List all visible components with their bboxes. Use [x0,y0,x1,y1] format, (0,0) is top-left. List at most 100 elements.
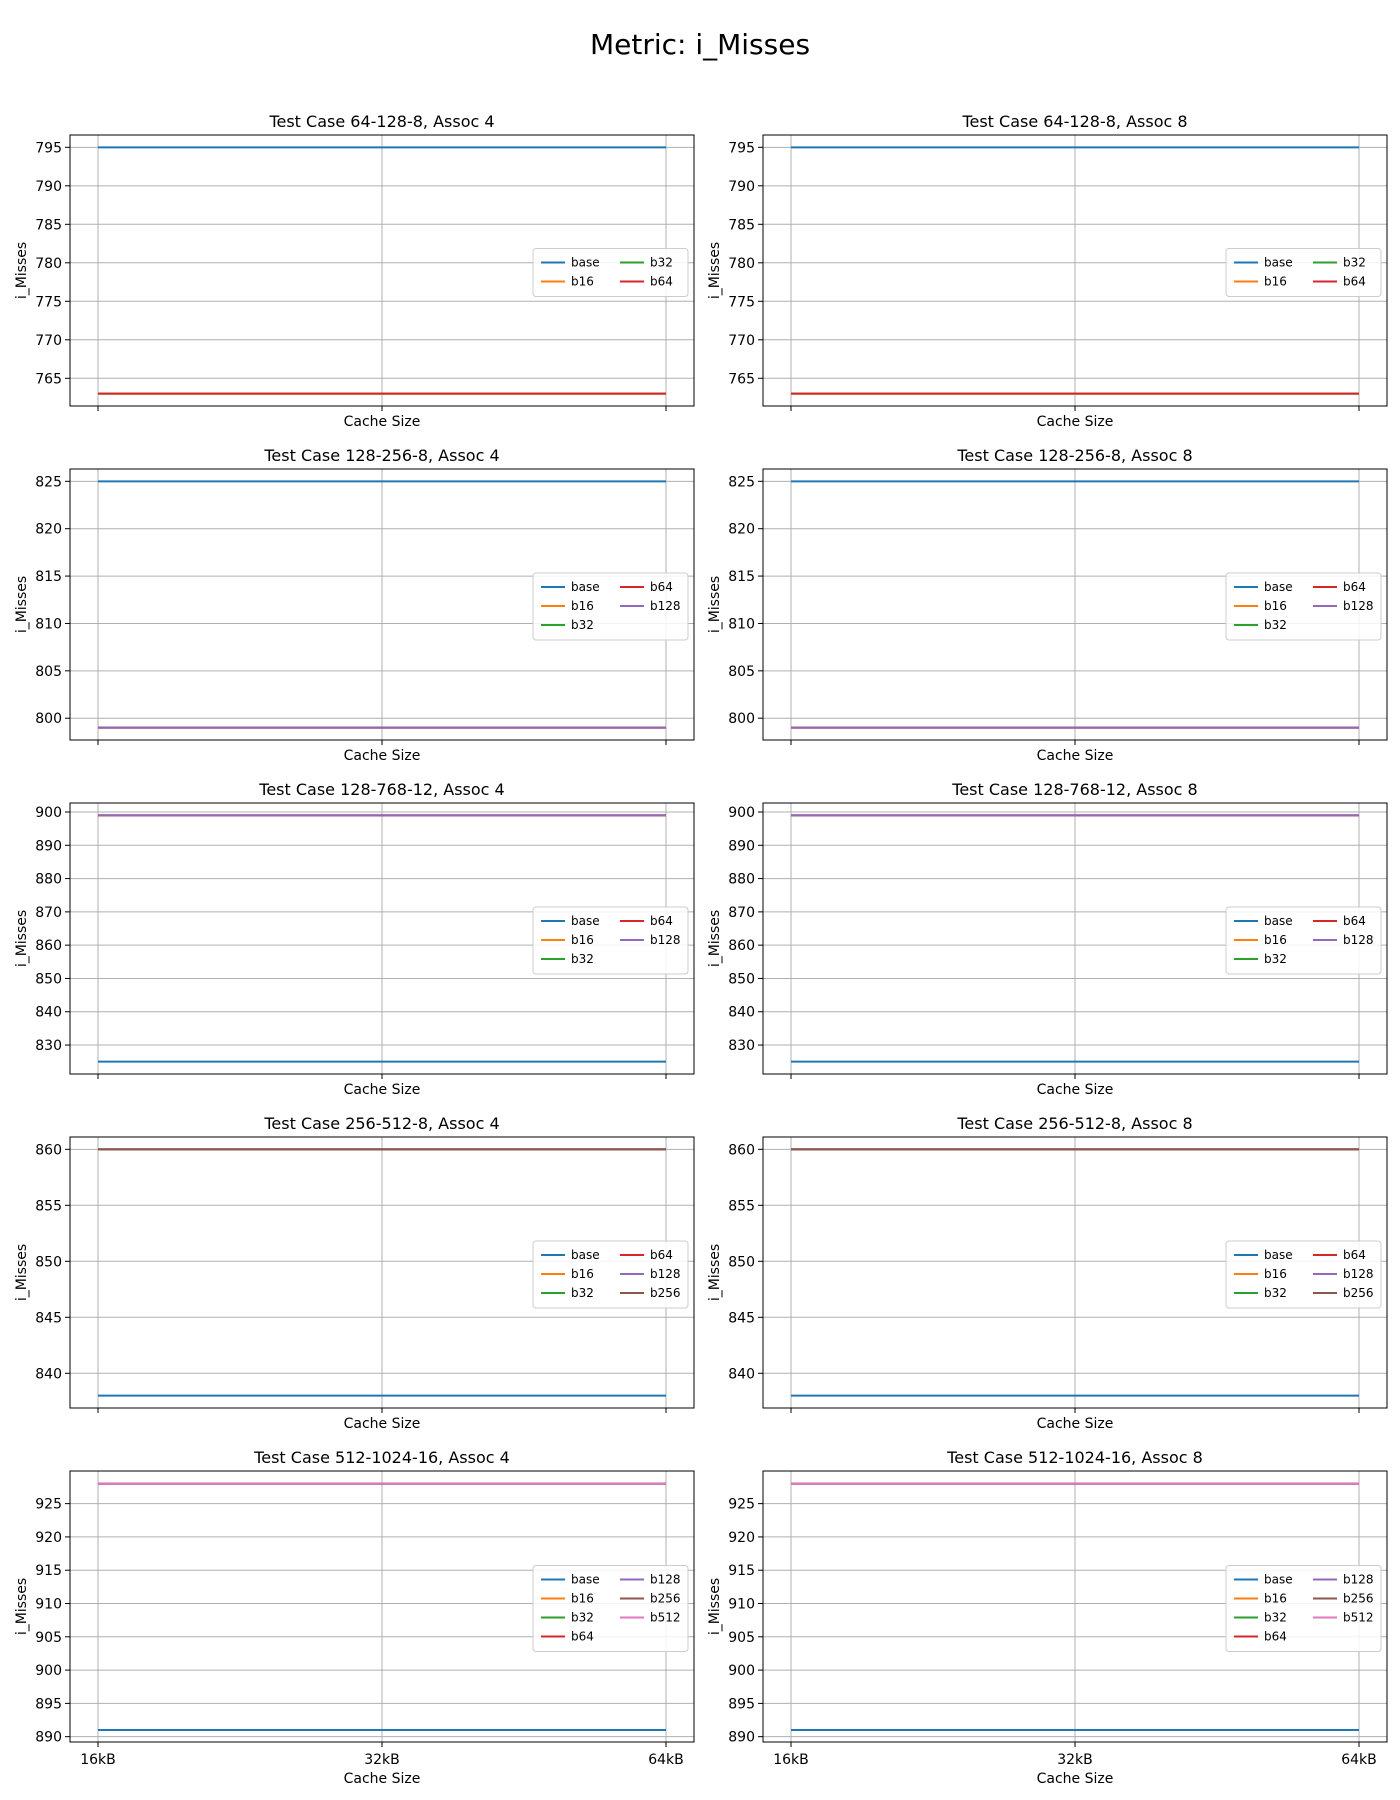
y-tick-label: 795 [728,140,755,156]
legend-label-b64: b64 [650,914,673,928]
subplot-8: 840 845 850 855 860 Test Case 256-512-8, Asso… [707,1114,1388,1432]
y-axis-label: i_Misses [707,242,723,299]
x-tick-label: 32kB [364,1752,400,1768]
y-tick-label: 830 [728,1038,755,1054]
y-tick-label: 810 [728,616,755,632]
legend: base b16 b32 b64 [1225,248,1382,297]
y-tick-label: 855 [35,1198,62,1214]
legend-label-b64: b64 [650,1248,673,1262]
y-tick-label: 790 [728,179,755,195]
y-tick-label: 890 [35,1730,62,1746]
y-tick-label: 915 [35,1563,62,1579]
y-axis-label: i_Misses [707,910,723,967]
legend-box [1225,572,1382,641]
legend-box [1225,906,1382,975]
y-tick-label: 770 [728,333,755,349]
subplot-9: 890 895 900 905 910 915 920 925 16kB 32kB 64kB Test… [14,1448,695,1787]
legend-label-b64: b64 [1343,580,1366,594]
legend-label-b32: b32 [1264,952,1287,966]
legend-label-b256: b256 [1343,1592,1374,1606]
y-tick-label: 920 [728,1530,755,1546]
legend-box [532,572,689,641]
y-tick-label: 845 [728,1310,755,1326]
x-axis-label: Cache Size [344,1416,421,1432]
y-tick-label: 890 [728,1730,755,1746]
legend-label-b16: b16 [571,1592,594,1606]
legend-label-base: base [1264,256,1293,270]
legend-label-b128: b128 [650,599,681,613]
legend-label-b512: b512 [1343,1611,1374,1625]
legend-label-b16: b16 [1264,933,1287,947]
y-tick-label: 850 [35,1254,62,1270]
y-tick-label: 845 [35,1310,62,1326]
legend-label-b256: b256 [1343,1286,1374,1300]
subplot-2: 765 770 775 780 785 790 795 Test Case 64-128-8,… [707,112,1388,430]
legend: base b16 b32 b64 b128 [1225,906,1382,975]
y-tick-label: 870 [728,905,755,921]
y-tick-label: 840 [35,1366,62,1382]
subplot-1: 765 770 775 780 785 790 795 Test Case 64-128-8,… [14,112,695,430]
y-tick-label: 850 [728,1254,755,1270]
legend-label-b32: b32 [1264,1611,1287,1625]
y-tick-label: 815 [35,569,62,585]
legend-label-b32: b32 [571,1611,594,1625]
y-tick-label: 775 [35,294,62,310]
legend-label-b512: b512 [650,1611,681,1625]
x-axis-label: Cache Size [344,748,421,764]
subplot-title: Test Case 64-128-8, Assoc 8 [961,112,1187,131]
subplot-7: 840 845 850 855 860 Test Case 256-512-8, Asso… [14,1114,695,1432]
y-axis-label: i_Misses [14,576,30,633]
y-tick-label: 880 [35,872,62,888]
y-tick-label: 785 [728,217,755,233]
y-tick-label: 890 [728,838,755,854]
subplot-5: 830 840 850 860 870 880 890 900 Test Case 128-76… [14,780,695,1098]
legend: base b16 b32 b64 b128 b256 [1225,1240,1382,1309]
legend-label-b256: b256 [650,1286,681,1300]
x-axis-label: Cache Size [344,1771,421,1787]
x-axis-label: Cache Size [344,1082,421,1098]
y-tick-label: 840 [35,1005,62,1021]
subplot-title: Test Case 128-768-12, Assoc 4 [258,780,504,799]
y-tick-label: 840 [728,1005,755,1021]
x-axis-label: Cache Size [1037,748,1114,764]
y-tick-label: 765 [728,371,755,387]
x-axis-label: Cache Size [1037,1771,1114,1787]
y-tick-label: 895 [728,1696,755,1712]
y-tick-label: 900 [35,1663,62,1679]
y-tick-label: 785 [35,217,62,233]
legend-box [1225,1240,1382,1309]
legend-label-b128: b128 [1343,933,1374,947]
subplot-10: 890 895 900 905 910 915 920 925 16kB 32kB 64kB Test… [707,1448,1388,1787]
legend-label-b16: b16 [1264,1267,1287,1281]
x-tick-label: 64kB [1341,1752,1377,1768]
y-tick-label: 920 [35,1530,62,1546]
legend: base b16 b32 b64 b128 [1225,572,1382,641]
y-axis-label: i_Misses [707,576,723,633]
legend-label-base: base [571,1573,600,1587]
legend-label-b128: b128 [1343,1267,1374,1281]
legend-label-b32: b32 [1264,1286,1287,1300]
y-tick-label: 900 [728,1663,755,1679]
x-axis-label: Cache Size [344,414,421,430]
legend: base b16 b32 b64 b128 [532,906,689,975]
legend-box [532,1565,689,1652]
y-axis-label: i_Misses [14,242,30,299]
legend-label-b16: b16 [1264,1592,1287,1606]
y-tick-label: 890 [35,838,62,854]
legend-label-b16: b16 [1264,599,1287,613]
legend-label-base: base [571,914,600,928]
legend-label-b32: b32 [571,1286,594,1300]
legend-label-base: base [1264,580,1293,594]
y-tick-label: 825 [35,474,62,490]
y-tick-label: 830 [35,1038,62,1054]
subplot-title: Test Case 512-1024-16, Assoc 8 [946,1448,1203,1467]
subplot-title: Test Case 256-512-8, Assoc 8 [956,1114,1192,1133]
legend-label-b64: b64 [571,1630,594,1644]
y-tick-label: 925 [35,1497,62,1513]
legend-box [1225,1565,1382,1652]
y-tick-label: 820 [35,522,62,538]
y-tick-label: 825 [728,474,755,490]
legend: base b16 b32 b64 b128 b256 b512 [532,1565,689,1652]
legend-label-b16: b16 [1264,275,1287,289]
figure-title: Metric: i_Misses [589,28,811,61]
